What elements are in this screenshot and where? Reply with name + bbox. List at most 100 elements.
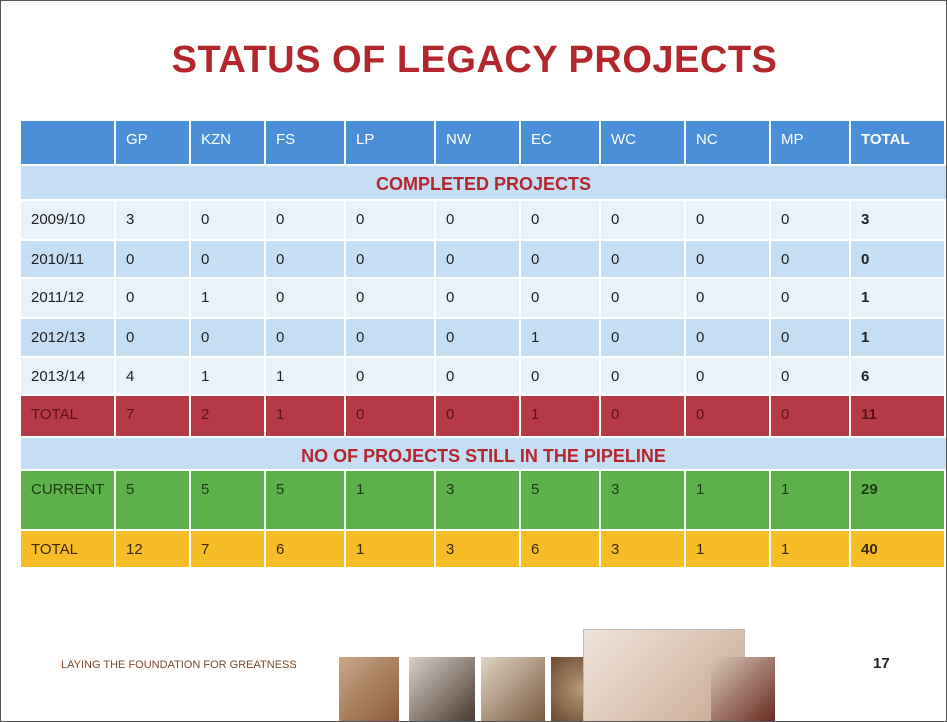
table-cell: 0 <box>521 358 601 396</box>
table-cell: 0 <box>436 358 521 396</box>
table-cell: 1 <box>266 396 346 438</box>
table-cell: 0 <box>266 319 346 358</box>
table-cell: 11 <box>851 396 946 438</box>
table-cell: 0 <box>521 279 601 319</box>
table-cell: LP <box>346 121 436 166</box>
table-cell: 1 <box>771 471 851 531</box>
table-cell: 0 <box>771 241 851 279</box>
table-cell: 5 <box>266 471 346 531</box>
table-cell: 0 <box>771 279 851 319</box>
table-cell: 1 <box>686 471 771 531</box>
table-cell: 0 <box>686 358 771 396</box>
table-cell: 0 <box>601 201 686 241</box>
table-cell: 0 <box>116 319 191 358</box>
table-cell: 0 <box>436 241 521 279</box>
table-cell: 0 <box>266 201 346 241</box>
table-cell: 5 <box>116 471 191 531</box>
table-cell: 0 <box>686 396 771 438</box>
table-cell: 0 <box>771 358 851 396</box>
table-cell: 0 <box>346 279 436 319</box>
row-label: TOTAL <box>21 531 116 569</box>
table-cell: 0 <box>601 396 686 438</box>
table-cell: 0 <box>191 241 266 279</box>
table-cell: 1 <box>851 319 946 358</box>
row-label: 2009/10 <box>21 201 116 241</box>
table-cell: 1 <box>771 531 851 569</box>
table-cell: FS <box>266 121 346 166</box>
footer-image <box>409 657 475 721</box>
row-label: TOTAL <box>21 396 116 438</box>
table-cell: 0 <box>686 319 771 358</box>
table-cell: 12 <box>116 531 191 569</box>
table-cell: 0 <box>346 319 436 358</box>
section-heading: NO OF PROJECTS STILL IN THE PIPELINE <box>21 438 946 471</box>
table-cell: 0 <box>521 241 601 279</box>
table-cell: KZN <box>191 121 266 166</box>
table-cell: 3 <box>601 471 686 531</box>
table-cell: 1 <box>191 358 266 396</box>
table-cell: 2 <box>191 396 266 438</box>
table-cell: 6 <box>851 358 946 396</box>
footer-image <box>481 657 545 721</box>
table-cell: 0 <box>346 358 436 396</box>
table-cell: 1 <box>191 279 266 319</box>
table-cell: 7 <box>116 396 191 438</box>
footer-image <box>711 657 775 721</box>
table-cell: 0 <box>436 279 521 319</box>
table-cell: 29 <box>851 471 946 531</box>
table-cell: 7 <box>191 531 266 569</box>
table-cell: 1 <box>266 358 346 396</box>
table-cell: 0 <box>346 241 436 279</box>
table-cell: TOTAL <box>851 121 946 166</box>
table-cell: 0 <box>436 396 521 438</box>
page-number: 17 <box>873 655 890 672</box>
table-cell: 3 <box>436 531 521 569</box>
table-cell: 0 <box>686 241 771 279</box>
table-cell: 4 <box>116 358 191 396</box>
section-heading: COMPLETED PROJECTS <box>21 166 946 201</box>
table-cell: 0 <box>771 319 851 358</box>
row-label: 2011/12 <box>21 279 116 319</box>
table-cell: 5 <box>521 471 601 531</box>
table-cell: GP <box>116 121 191 166</box>
table-cell: 40 <box>851 531 946 569</box>
table-cell: WC <box>601 121 686 166</box>
table-cell: EC <box>521 121 601 166</box>
footer-image <box>339 657 399 721</box>
slide-title: STATUS OF LEGACY PROJECTS <box>171 39 778 81</box>
table-cell: 0 <box>851 241 946 279</box>
table-cell: 0 <box>601 241 686 279</box>
row-label: CURRENT <box>21 471 116 531</box>
table-cell: 1 <box>851 279 946 319</box>
table-cell: NW <box>436 121 521 166</box>
row-label <box>21 121 116 166</box>
row-label: 2012/13 <box>21 319 116 358</box>
table-cell: 3 <box>436 471 521 531</box>
table-cell: NC <box>686 121 771 166</box>
table-cell: 0 <box>601 358 686 396</box>
table-cell: 3 <box>851 201 946 241</box>
table-cell: 3 <box>116 201 191 241</box>
table-cell: 0 <box>346 201 436 241</box>
table-cell: 1 <box>521 319 601 358</box>
table-cell: 3 <box>601 531 686 569</box>
table-cell: 0 <box>116 241 191 279</box>
row-label: 2013/14 <box>21 358 116 396</box>
footer-tagline: LAYING THE FOUNDATION FOR GREATNESS <box>61 659 297 671</box>
table-cell: 0 <box>436 319 521 358</box>
table-cell: 6 <box>521 531 601 569</box>
table-cell: 1 <box>521 396 601 438</box>
table-cell: 0 <box>436 201 521 241</box>
table-cell: 0 <box>191 319 266 358</box>
row-label: 2010/11 <box>21 241 116 279</box>
table-cell: 0 <box>686 201 771 241</box>
table-cell: 6 <box>266 531 346 569</box>
table-cell: 0 <box>191 201 266 241</box>
table-cell: 1 <box>346 531 436 569</box>
table-cell: 1 <box>686 531 771 569</box>
table-cell: 0 <box>686 279 771 319</box>
table-cell: 0 <box>266 241 346 279</box>
table-cell: 1 <box>346 471 436 531</box>
table-cell: 0 <box>346 396 436 438</box>
table-cell: 0 <box>266 279 346 319</box>
